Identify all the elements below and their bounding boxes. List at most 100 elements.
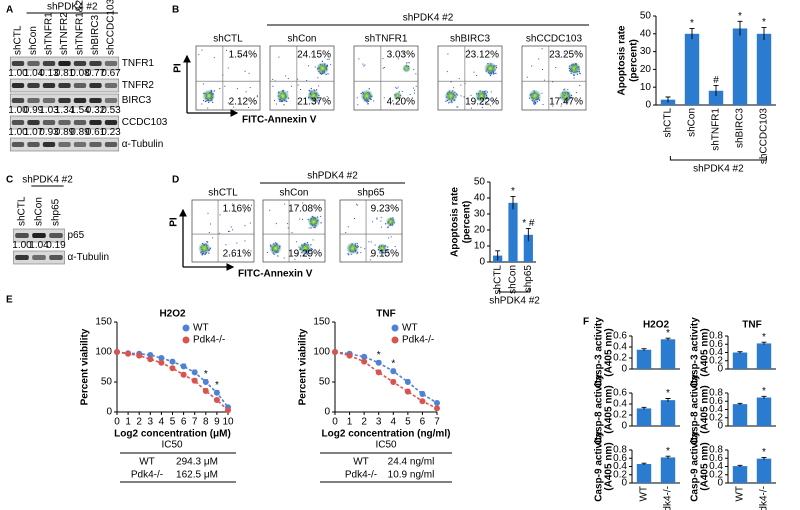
event-dot [369,259,371,261]
event-dot [275,223,277,225]
x-tick-label: 5 [405,417,411,428]
y-tick-label: 0.4 [709,347,723,358]
legend-marker [391,324,399,332]
event-dot [397,86,399,88]
event-dot [284,203,286,205]
event-dot [299,247,301,249]
bar [756,343,772,369]
blot-band [15,233,29,238]
event-dot [274,100,275,102]
x-tick-label: 8 [203,417,209,428]
event-dot [272,85,274,87]
error-bar [641,348,647,351]
axis-label: PI [173,63,184,73]
significance-marker: * [391,358,395,369]
protein-label: α-Tubulin [122,139,164,150]
error-bar [737,464,743,467]
x-tick-label: 2 [136,417,142,428]
event-dot [541,48,543,50]
y-tick-label: 50 [319,377,331,388]
group-label: shPDK4 #2 [307,171,358,182]
legend-marker [182,324,190,332]
event-dot [326,96,328,98]
event-dot [451,101,453,104]
event-dot [208,232,210,234]
event-dot [386,250,388,252]
significance-marker: * [690,18,694,29]
plot-title: shp65 [357,188,385,199]
bar [660,457,676,483]
blot-band [104,61,118,66]
y-axis-label: (A405 nm) [604,442,615,490]
table-cell: WT [139,457,155,468]
event-dot [244,70,246,72]
error-bar [761,395,767,399]
event-dot [560,105,562,107]
blot-band [58,98,71,103]
event-dot [382,67,384,69]
event-dot [542,69,543,70]
plot-title: shCCDC103 [526,34,583,45]
event-dot [245,91,247,93]
significance-marker: * [762,17,766,28]
error-bar [665,337,671,341]
y-tick-label: 0.2 [709,355,723,366]
data-point [346,352,353,359]
event-dot [285,75,286,77]
quantification: 1.04 [24,68,44,79]
density-core [393,91,402,101]
event-dot [206,241,208,243]
x-tick-label: 10 [222,417,234,428]
data-point [390,379,397,385]
event-dot [325,73,327,75]
event-dot [380,220,382,222]
event-dot [208,252,210,254]
y-tick-label: 0.2 [613,353,627,364]
bar [732,466,748,483]
event-dot [368,241,370,243]
event-dot [318,99,320,101]
event-dot [413,87,414,89]
event-dot [327,58,329,60]
error-bar [665,96,671,103]
x-tick-label: shCon [687,108,698,137]
event-dot [230,226,232,228]
event-dot [310,248,312,250]
event-dot [291,85,292,87]
event-dot [320,222,322,224]
event-dot [579,85,581,86]
data-point [404,379,411,385]
error-bar [525,227,531,242]
quantification: 1.00 [8,105,28,116]
event-dot [489,74,492,77]
group-bracket [669,156,767,161]
quantification: 0.67 [101,68,121,79]
panel-label: D [172,175,179,186]
bar [756,33,772,105]
x-tick-label: 0 [114,417,120,428]
event-dot [287,91,289,93]
significance-marker: * [215,380,219,391]
event-dot [542,104,544,105]
blot-band [11,61,25,66]
plot-title: shCon [280,188,309,199]
blot-band [42,83,56,88]
event-dot [229,230,231,232]
density-core [385,216,396,227]
quadrant-percent: 17.47% [549,97,583,108]
significance-marker: * [762,332,766,343]
x-tick-label: 2 [361,417,367,428]
event-dot [286,101,288,102]
event-dot [374,244,376,246]
event-dot [473,71,475,73]
event-dot [446,71,448,73]
event-dot [308,227,310,229]
table-cell: WT [353,457,369,468]
event-dot [243,211,245,213]
y-tick-label: 50 [640,11,652,22]
bar [756,458,772,483]
blot-band [58,120,71,125]
y-axis-label: Casp-8 activity [690,374,701,445]
error-bar [641,406,647,410]
